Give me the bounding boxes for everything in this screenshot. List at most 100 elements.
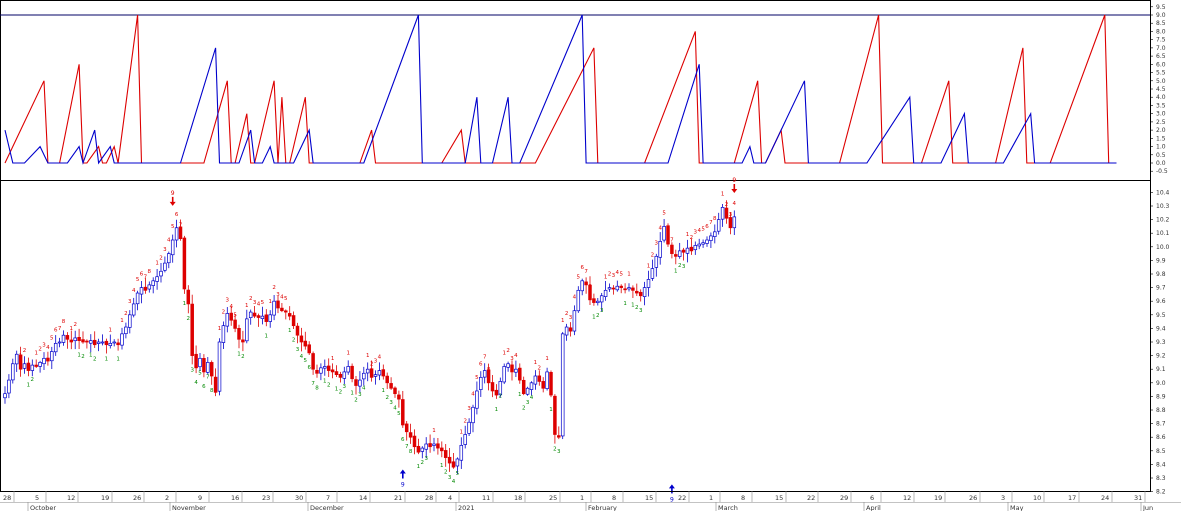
candle-body [116, 342, 120, 346]
setup-count: 2 [463, 418, 467, 424]
x-tick-label: 14 [359, 494, 367, 502]
signal-label: 9 [732, 177, 736, 184]
setup-count: 5 [136, 277, 140, 283]
candle-body [619, 285, 623, 288]
candle [642, 281, 647, 306]
candle [506, 361, 510, 372]
candle-body [670, 244, 674, 254]
x-tick-label: 22 [678, 494, 686, 502]
indicator-y-tick-label: 3.0 [1156, 111, 1166, 118]
candle [553, 394, 557, 444]
candle-body [225, 313, 230, 327]
candle [311, 351, 315, 375]
candle [627, 283, 631, 292]
candle-body [241, 339, 245, 343]
candle [393, 386, 397, 398]
candle-body [61, 334, 66, 343]
setup-count: 4 [280, 295, 284, 301]
candle [709, 232, 713, 248]
setup-nine-signal: 9 [731, 177, 738, 193]
candle [42, 352, 46, 371]
candle [689, 238, 694, 255]
setup-count: 2 [690, 235, 694, 241]
price-y-tick-label: 8.6 [1156, 434, 1166, 441]
candle [557, 426, 561, 440]
x-tick-label: 10 [1033, 494, 1041, 502]
setup-count: 6 [580, 265, 584, 271]
setup-count: 1 [268, 299, 272, 305]
setup-count: 3 [296, 347, 300, 353]
candle-body [525, 387, 530, 395]
candle-body [190, 303, 194, 356]
signal-label: 9 [401, 482, 405, 489]
candle-body [252, 312, 257, 317]
candle-body [358, 379, 362, 387]
candle-body [677, 250, 682, 257]
setup-count: 1 [545, 356, 549, 362]
candle-body [315, 369, 319, 374]
candle-body [11, 363, 15, 381]
candle-body [217, 341, 222, 392]
candle-body [654, 255, 659, 268]
setup-count: 3 [510, 356, 514, 362]
candle-body [323, 366, 327, 369]
candle-body [572, 310, 577, 332]
setup-count: 5 [475, 375, 479, 381]
candle [334, 365, 339, 378]
candle [151, 277, 155, 294]
x-tick-label: 26 [133, 494, 141, 502]
candle-body [506, 363, 510, 368]
setup-count: 7 [311, 381, 315, 387]
x-tick-label: 16 [231, 494, 239, 502]
price-y-tick-label: 10.4 [1156, 189, 1170, 196]
setup-count: 4 [471, 391, 475, 397]
candle-body [155, 276, 159, 282]
candle-body [631, 287, 635, 291]
candle [241, 330, 245, 352]
candle-body [428, 443, 432, 448]
candle [623, 283, 627, 294]
setup-count: 4 [362, 385, 366, 391]
candle-body [627, 287, 631, 290]
price-y-tick-label: 8.9 [1156, 393, 1166, 400]
setup-count: 2 [159, 255, 163, 261]
candle-body [34, 364, 38, 367]
price-y-tick-label: 9.7 [1156, 285, 1166, 292]
candle-body [365, 368, 370, 374]
candle-body [69, 339, 74, 343]
setup-count: 8 [315, 385, 319, 391]
candle-body [389, 383, 393, 389]
x-tick-label: 29 [840, 494, 848, 502]
candle [198, 353, 202, 371]
candle-body [373, 374, 378, 377]
candle [404, 420, 409, 441]
candle [326, 358, 331, 377]
setup-count: 3 [190, 368, 194, 374]
candle-body [7, 379, 11, 394]
candle [85, 339, 89, 349]
candle [529, 381, 534, 396]
candle-body [611, 287, 616, 290]
x-tick-label: 8 [612, 494, 616, 502]
candle-body [467, 421, 471, 434]
candle [697, 238, 701, 250]
setup-count: 3 [682, 264, 686, 270]
candle-body [303, 340, 308, 347]
candle [420, 446, 425, 459]
setup-count: 4 [194, 380, 198, 386]
candle [459, 437, 464, 469]
candle-body [53, 343, 58, 353]
setup-count: 4 [616, 270, 620, 276]
candle [276, 295, 280, 314]
candle-body [693, 245, 698, 251]
candle-body [397, 394, 401, 400]
setup-count: 3 [226, 297, 230, 303]
setup-count: 2 [522, 406, 526, 412]
setup-count: 1 [534, 360, 538, 366]
candle [599, 292, 604, 312]
candle [81, 331, 85, 344]
setup-count: 3 [569, 315, 573, 321]
candle [182, 235, 187, 294]
candle-body [623, 288, 627, 291]
